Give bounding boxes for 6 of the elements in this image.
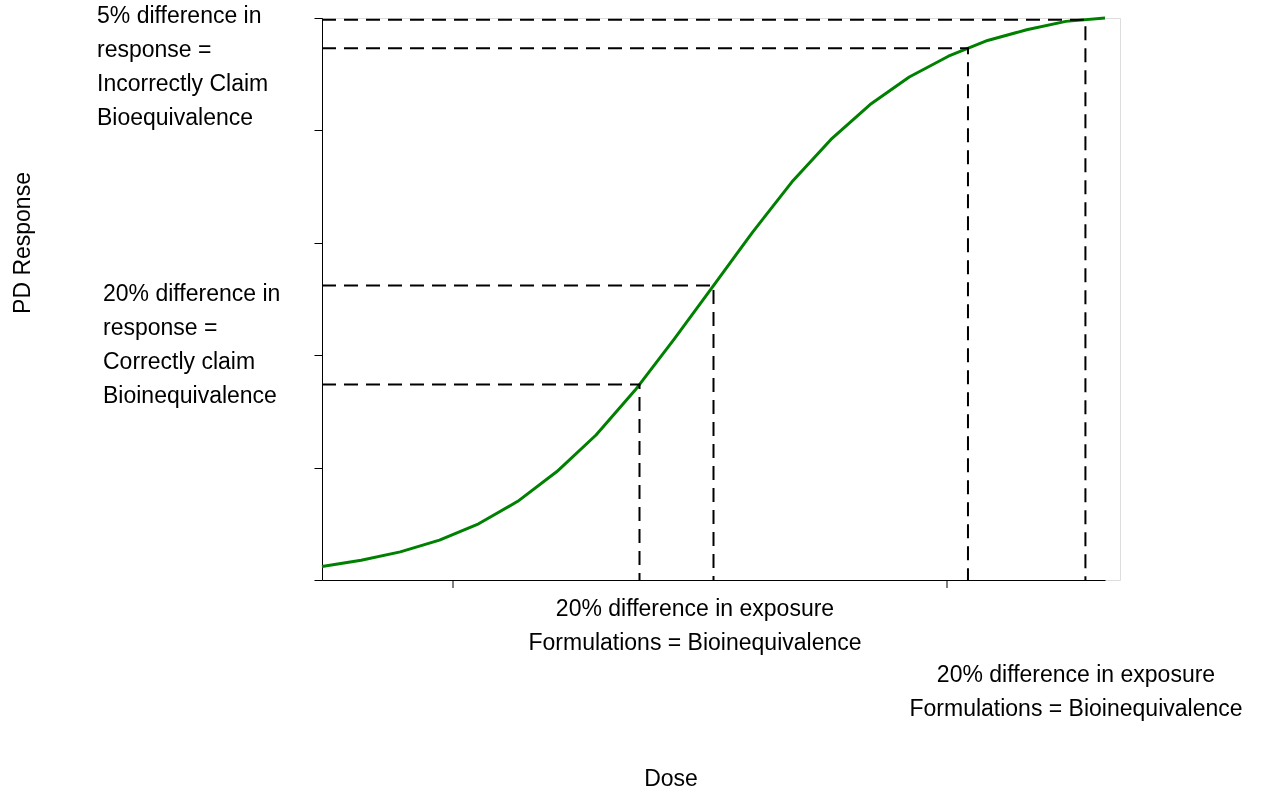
- text: Dose: [644, 765, 698, 791]
- text: 20% difference in exposure Formulations = Bioinequivalence: [528, 595, 862, 655]
- text: 20% difference in response = Correctly claim Bioinequivalence: [103, 280, 281, 408]
- text: PD Response: [9, 172, 35, 314]
- text: 5% difference in response = Incorrectly Claim Bioequivalence: [97, 2, 269, 130]
- text: 20% difference in exposure Formulations = Bioinequivalence: [909, 661, 1243, 721]
